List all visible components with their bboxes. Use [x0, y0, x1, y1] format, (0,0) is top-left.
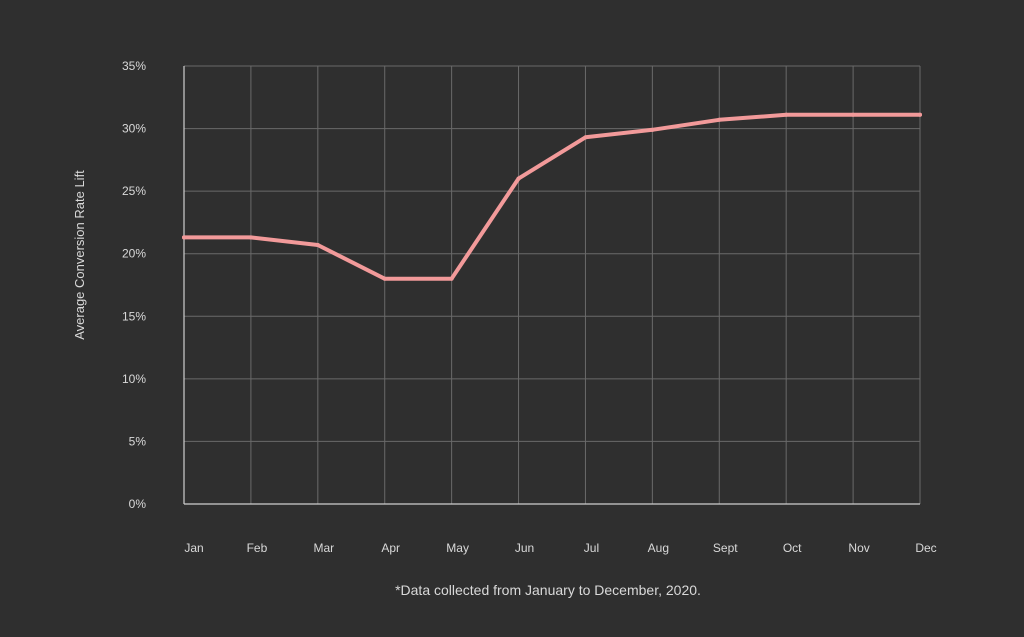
x-tick-label: Sept — [713, 541, 738, 555]
x-tick-label: Aug — [648, 541, 669, 555]
data-point — [583, 135, 588, 140]
y-tick-label: 10% — [122, 372, 146, 386]
data-point — [248, 235, 253, 240]
footnote: *Data collected from January to December… — [395, 582, 701, 598]
data-point — [851, 112, 856, 117]
y-tick-labels: 0% 5% 10% 15% 20% 25% 30% 35% — [122, 59, 146, 511]
data-point — [717, 117, 722, 122]
y-tick-label: 0% — [129, 497, 147, 511]
data-point — [382, 276, 387, 281]
x-tick-label: Dec — [915, 541, 936, 555]
data-point — [784, 112, 789, 117]
data-point — [918, 112, 922, 117]
x-tick-label: Feb — [247, 541, 268, 555]
x-tick-label: Oct — [783, 541, 802, 555]
x-tick-label: Jul — [584, 541, 599, 555]
x-tick-label: Mar — [313, 541, 334, 555]
axes — [183, 66, 920, 505]
y-tick-label: 30% — [122, 122, 146, 136]
x-tick-label: Jun — [515, 541, 534, 555]
data-point — [650, 127, 655, 132]
y-axis-label: Average Conversion Rate Lift — [72, 170, 87, 340]
data-point — [516, 176, 521, 181]
y-tick-label: 20% — [122, 247, 146, 261]
x-tick-label: Nov — [848, 541, 869, 555]
data-point — [449, 276, 454, 281]
x-tick-label: Jan — [184, 541, 203, 555]
x-tick-labels: Jan Feb Mar Apr May Jun Jul Aug Sept Oct Nov Dec — [184, 541, 936, 555]
series — [182, 112, 922, 281]
y-tick-label: 5% — [129, 434, 147, 448]
grid — [184, 65, 921, 504]
data-point — [315, 242, 320, 247]
y-tick-label: 25% — [122, 184, 146, 198]
y-tick-label: 35% — [122, 59, 146, 73]
y-tick-label: 15% — [122, 309, 146, 323]
series-line — [182, 112, 922, 281]
x-tick-label: Apr — [381, 541, 400, 555]
data-point — [182, 235, 186, 240]
x-tick-label: May — [446, 541, 469, 555]
